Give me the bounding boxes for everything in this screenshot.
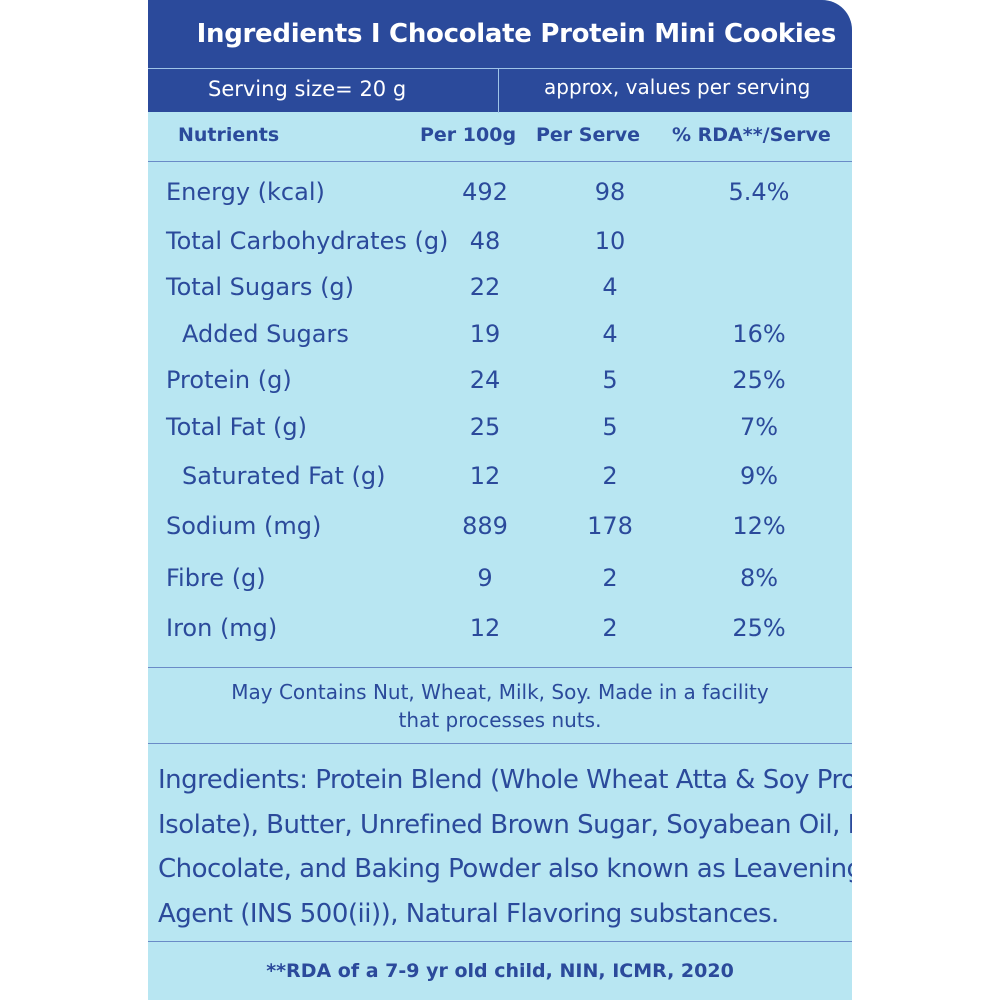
per-100g-value: 48 bbox=[469, 227, 501, 255]
header-rda: % RDA**/Serve bbox=[672, 124, 831, 146]
per-serve-value: 4 bbox=[602, 273, 618, 301]
label-title-bar: Ingredients I Chocolate Protein Mini Coo… bbox=[148, 0, 852, 68]
nutrient-name: Iron (mg) bbox=[166, 614, 278, 642]
ingredients-line: Isolate), Butter, Unrefined Brown Sugar,… bbox=[158, 809, 852, 840]
per-100g-value: 24 bbox=[469, 366, 501, 394]
table-row: Total Sugars (g) 22 4 bbox=[148, 265, 852, 311]
column-headers: Nutrients Per 100g Per Serve % RDA**/Ser… bbox=[148, 112, 852, 162]
nutrient-name: Protein (g) bbox=[166, 366, 292, 394]
per-serve-value: 2 bbox=[602, 614, 618, 642]
ingredients-line: Agent (INS 500(ii)), Natural Flavoring s… bbox=[158, 898, 779, 929]
per-100g-value: 492 bbox=[462, 178, 508, 206]
rda-value: 8% bbox=[739, 564, 779, 592]
rda-value: 25% bbox=[732, 366, 786, 394]
table-row: Protein (g) 24 5 25% bbox=[148, 358, 852, 404]
per-serve-value: 4 bbox=[602, 320, 618, 348]
rda-value: 7% bbox=[739, 413, 779, 441]
serving-divider bbox=[498, 69, 499, 113]
per-serve-value: 98 bbox=[594, 178, 626, 206]
table-row: Sodium (mg) 889 178 12% bbox=[148, 504, 852, 550]
table-row: Total Fat (g) 25 5 7% bbox=[148, 405, 852, 451]
nutrient-name: Total Carbohydrates (g) bbox=[166, 227, 449, 255]
table-row: Iron (mg) 12 2 25% bbox=[148, 606, 852, 652]
nutrient-name: Energy (kcal) bbox=[166, 178, 325, 206]
table-row: Added Sugars 19 4 16% bbox=[148, 312, 852, 358]
table-row: Fibre (g) 9 2 8% bbox=[148, 556, 852, 602]
serving-size: Serving size= 20 g bbox=[208, 77, 407, 101]
per-serve-value: 2 bbox=[602, 462, 618, 490]
per-serve-value: 5 bbox=[602, 413, 618, 441]
allergen-line: May Contains Nut, Wheat, Milk, Soy. Made… bbox=[231, 680, 769, 704]
table-row: Total Carbohydrates (g) 48 10 bbox=[148, 219, 852, 265]
table-row: Saturated Fat (g) 12 2 9% bbox=[148, 454, 852, 500]
rda-value: 9% bbox=[739, 462, 779, 490]
rda-footnote: **RDA of a 7-9 yr old child, NIN, ICMR, … bbox=[266, 960, 734, 982]
nutrition-label-card: Ingredients I Chocolate Protein Mini Coo… bbox=[148, 0, 852, 1000]
nutrient-name: Saturated Fat (g) bbox=[182, 462, 386, 490]
rda-value: 12% bbox=[732, 512, 786, 540]
ingredients-text: Ingredients: Protein Blend (Whole Wheat … bbox=[148, 744, 852, 942]
rda-value: 5.4% bbox=[728, 178, 790, 206]
per-100g-value: 22 bbox=[469, 273, 501, 301]
per-100g-value: 19 bbox=[469, 320, 501, 348]
allergen-notice: May Contains Nut, Wheat, Milk, Soy. Made… bbox=[148, 667, 852, 744]
header-nutrients: Nutrients bbox=[178, 124, 280, 146]
nutrient-name: Fibre (g) bbox=[166, 564, 266, 592]
nutrient-name: Total Fat (g) bbox=[166, 413, 307, 441]
nutrient-name: Total Sugars (g) bbox=[166, 273, 355, 301]
per-100g-value: 25 bbox=[469, 413, 501, 441]
serving-note: approx, values per serving bbox=[544, 75, 811, 99]
serving-bar: Serving size= 20 g approx, values per se… bbox=[148, 68, 852, 113]
ingredients-line: Ingredients: Protein Blend (Whole Wheat … bbox=[158, 765, 852, 795]
per-100g-value: 12 bbox=[469, 462, 501, 490]
per-100g-value: 889 bbox=[462, 512, 508, 540]
per-serve-value: 2 bbox=[602, 564, 618, 592]
rda-value: 16% bbox=[732, 320, 786, 348]
nutrient-name: Sodium (mg) bbox=[166, 512, 322, 540]
per-100g-value: 12 bbox=[469, 614, 501, 642]
header-per-100g: Per 100g bbox=[420, 124, 517, 146]
per-serve-value: 178 bbox=[587, 512, 633, 540]
nutrient-name: Added Sugars bbox=[182, 320, 349, 348]
rda-value: 25% bbox=[732, 614, 786, 642]
header-per-serve: Per Serve bbox=[536, 124, 641, 146]
table-row: Energy (kcal) 492 98 5.4% bbox=[148, 170, 852, 216]
ingredients-line: Chocolate, and Baking Powder also known … bbox=[158, 854, 852, 884]
per-serve-value: 5 bbox=[602, 366, 618, 394]
per-100g-value: 9 bbox=[477, 564, 493, 592]
per-serve-value: 10 bbox=[594, 227, 626, 255]
nutrient-table: Energy (kcal) 492 98 5.4% Total Carbohyd… bbox=[148, 162, 852, 667]
label-title: Ingredients I Chocolate Protein Mini Coo… bbox=[196, 19, 837, 49]
allergen-line: that processes nuts. bbox=[398, 708, 602, 732]
